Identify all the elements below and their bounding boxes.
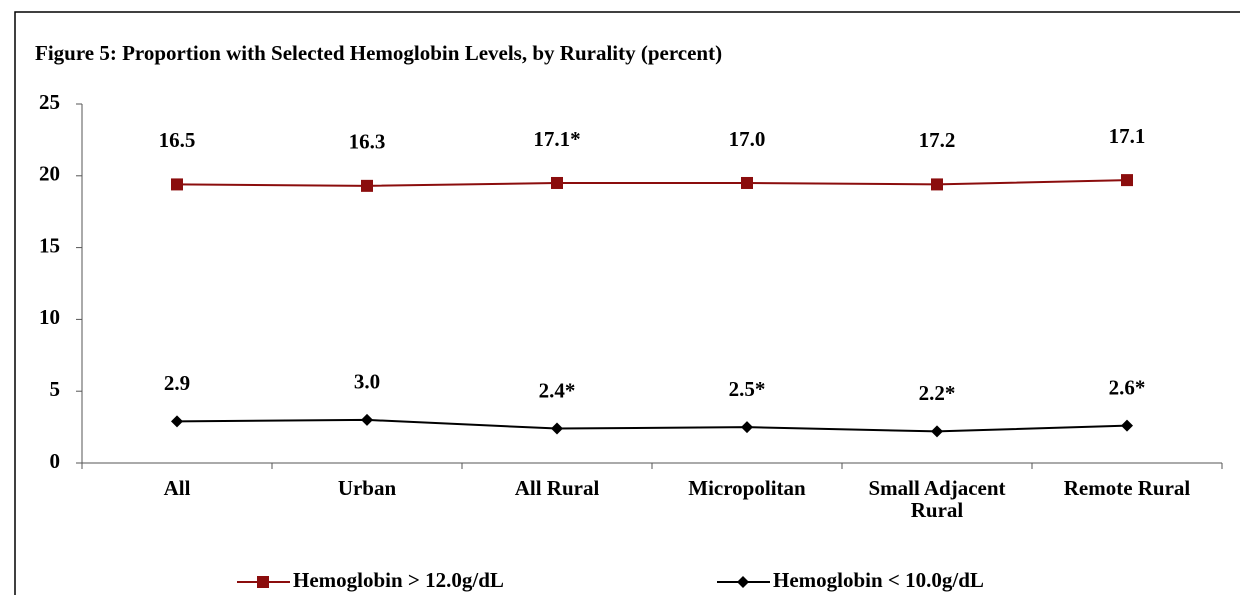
x-tick-label: Micropolitan: [688, 476, 806, 500]
legend-label: Hemoglobin > 12.0g/dL: [293, 568, 504, 592]
marker: [361, 179, 373, 192]
x-tick-label: All: [163, 476, 191, 500]
annotation: 2.2*: [919, 381, 956, 405]
marker: [551, 176, 563, 189]
y-tick-label: 5: [50, 377, 61, 401]
annotation: 2.6*: [1109, 375, 1146, 399]
annotation: 17.1*: [533, 127, 580, 151]
chart-title: Figure 5: Proportion with Selected Hemog…: [35, 41, 722, 65]
y-tick-label: 20: [39, 162, 60, 186]
x-tick-label: Urban: [337, 476, 397, 500]
marker: [171, 178, 183, 191]
marker: [737, 576, 749, 588]
marker: [551, 422, 563, 435]
x-tick-label: All Rural: [514, 476, 600, 500]
marker: [1121, 174, 1133, 187]
annotation: 3.0: [354, 370, 380, 394]
series-line: [176, 179, 1128, 187]
annotation: 2.5*: [729, 377, 766, 401]
y-tick-label: 25: [39, 90, 60, 114]
marker: [741, 176, 753, 189]
annotation: 2.4*: [539, 378, 576, 402]
annotation: 16.3: [349, 130, 386, 154]
x-tick-label: Small Adjacent Rural: [868, 476, 1006, 522]
marker: [171, 415, 183, 428]
marker: [931, 425, 943, 438]
annotation: 2.9: [164, 371, 190, 395]
y-tick-label: 0: [50, 449, 61, 473]
marker: [931, 178, 943, 191]
marker: [1121, 419, 1133, 432]
legend-label: Hemoglobin < 10.0g/dL: [773, 568, 984, 592]
marker: [361, 413, 373, 426]
series-line: [176, 418, 1128, 433]
x-tick-label: Remote Rural: [1063, 476, 1191, 500]
y-tick-label: 10: [39, 305, 60, 329]
annotation: 17.2: [919, 128, 956, 152]
marker: [257, 576, 269, 588]
frame: [14, 11, 1240, 595]
y-tick-label: 15: [39, 233, 60, 257]
annotation: 17.0: [729, 127, 766, 151]
annotation: 17.1: [1109, 124, 1146, 148]
annotation: 16.5: [159, 128, 196, 152]
marker: [741, 421, 753, 434]
